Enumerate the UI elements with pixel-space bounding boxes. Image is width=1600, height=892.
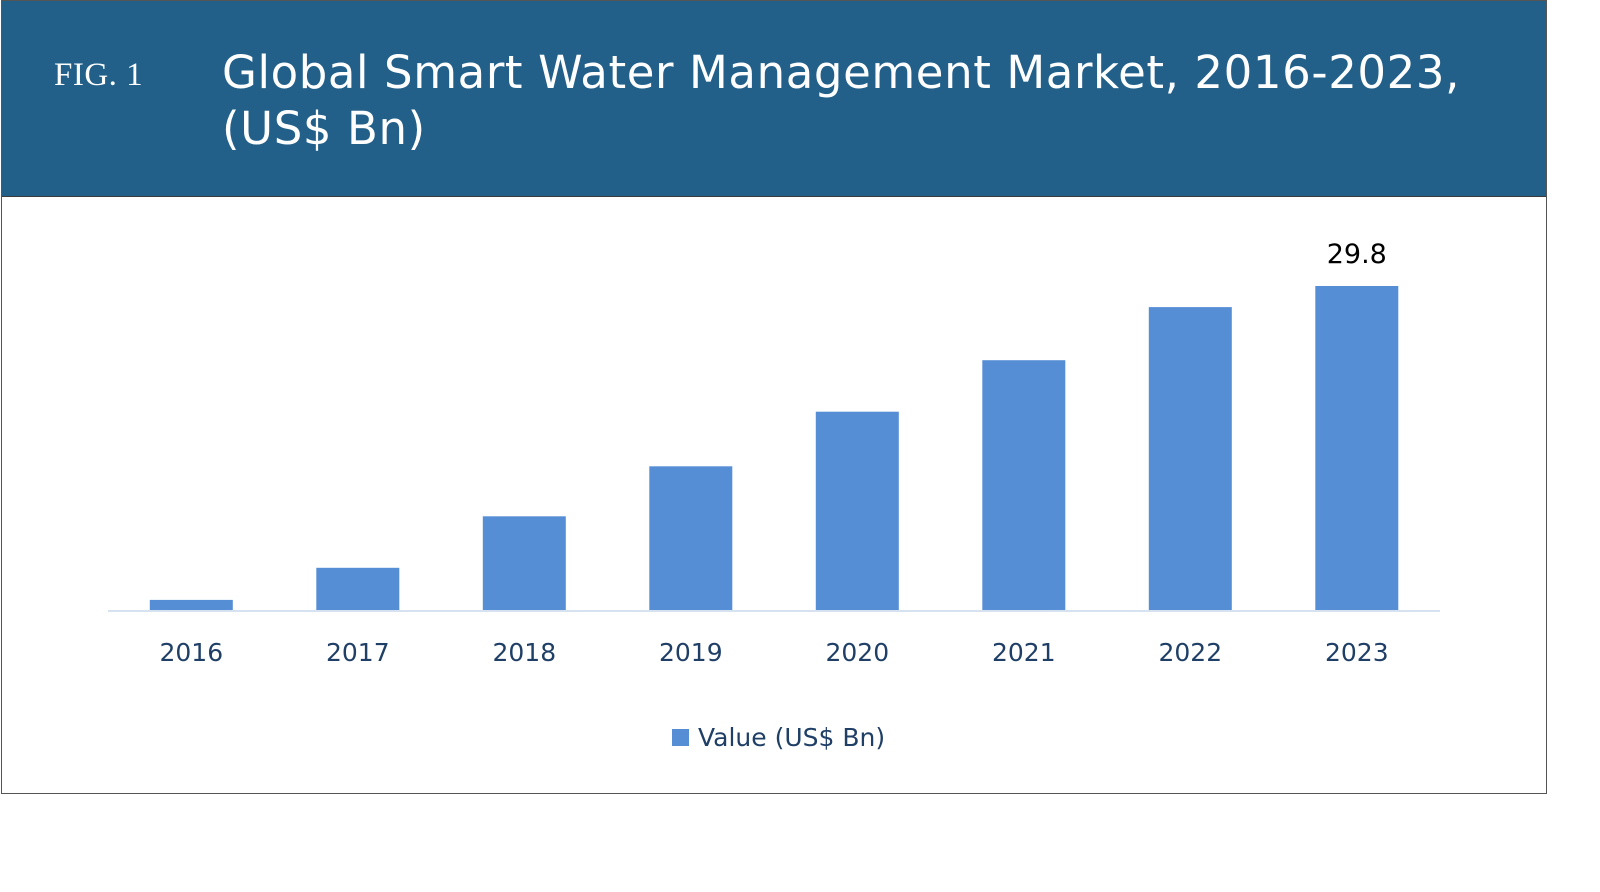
bar-2020 [815, 411, 899, 610]
x-tick-label: 2020 [825, 638, 889, 667]
bar-2019 [649, 466, 733, 610]
x-tick-label: 2022 [1158, 638, 1222, 667]
bar-chart: 2016 2017 2018 2019 2020 2021 2022 2023 29.8 [108, 239, 1440, 667]
bar-2021 [982, 360, 1066, 610]
bars-group [149, 286, 1399, 610]
bar-2018 [482, 516, 566, 610]
x-tick-label: 2017 [326, 638, 390, 667]
chart-title: Global Smart Water Management Market, 20… [222, 46, 1461, 155]
x-tick-label: 2018 [492, 638, 556, 667]
x-tick-labels: 2016 2017 2018 2019 2020 2021 2022 2023 [159, 638, 1388, 667]
bar-2016 [149, 599, 233, 610]
bar-2022 [1148, 307, 1232, 610]
bar-2017 [316, 567, 400, 610]
x-tick-label: 2021 [992, 638, 1056, 667]
x-tick-label: 2019 [659, 638, 723, 667]
chart-header: FIG. 1 Global Smart Water Management Mar… [2, 1, 1546, 197]
data-label: 29.8 [1327, 239, 1387, 270]
bar-2023 [1315, 286, 1399, 610]
chart-figure: FIG. 1 Global Smart Water Management Mar… [1, 0, 1547, 794]
figure-number: FIG. 1 [54, 57, 144, 93]
x-tick-label: 2016 [159, 638, 223, 667]
legend-label: Value (US$ Bn) [698, 723, 886, 752]
data-labels: 29.8 [1327, 239, 1387, 270]
legend: Value (US$ Bn) [672, 723, 885, 752]
x-tick-label: 2023 [1325, 638, 1389, 667]
legend-swatch [672, 729, 689, 746]
